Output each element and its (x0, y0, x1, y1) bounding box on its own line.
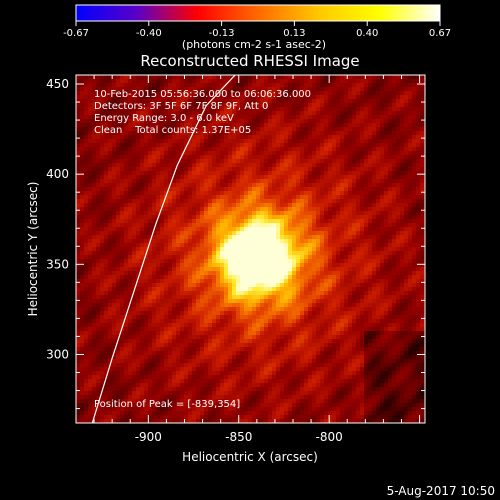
y-axis-label: Heliocentric Y (arcsec) (26, 182, 40, 317)
chart-title: Reconstructed RHESSI Image (140, 52, 359, 70)
y-tick-label: 400 (46, 167, 69, 181)
x-tick-label: -900 (135, 430, 162, 444)
x-tick-label: -800 (316, 430, 343, 444)
heatmap-image (76, 75, 425, 423)
y-tick-label: 450 (46, 77, 69, 91)
plot-frame (75, 74, 426, 424)
colorbar-tick-label: 0.67 (429, 28, 451, 39)
image-info-energy: Energy Range: 3.0 - 6.0 keV (94, 113, 234, 124)
colorbar-ticks: -0.67 -0.40 -0.13 0.13 0.40 0.67 (63, 21, 451, 39)
axis-ticks: -900 -850 -800 300 350 400 450 (46, 75, 425, 444)
colorbar-tick-label: 0.40 (356, 28, 378, 39)
image-info-clean: Clean Total counts: 1.37E+05 (94, 125, 251, 136)
colorbar-tick-label: -0.13 (209, 28, 235, 39)
peak-position-annotation: Position of Peak = [-839,354] (94, 399, 240, 410)
y-tick-label: 350 (46, 257, 69, 271)
x-tick-label: -850 (225, 430, 252, 444)
solar-limb-curve (91, 75, 236, 423)
colorbar (75, 4, 441, 22)
colorbar-tick-label: -0.67 (63, 28, 89, 39)
image-info-time: 10-Feb-2015 05:56:36.000 to 06:06:36.000 (94, 89, 311, 100)
colorbar-label: (photons cm-2 s-1 asec-2) (182, 38, 326, 51)
x-axis-label: Heliocentric X (arcsec) (182, 450, 318, 464)
footer-date: 5-Aug-2017 10:50 (387, 484, 495, 498)
image-info-annotation: 10-Feb-2015 05:56:36.000 to 06:06:36.000… (94, 89, 311, 136)
colorbar-tick-label: 0.13 (283, 28, 305, 39)
colorbar-tick-label: -0.40 (136, 28, 162, 39)
y-tick-label: 300 (46, 347, 69, 361)
image-info-detectors: Detectors: 3F 5F 6F 7F 8F 9F, Att 0 (94, 101, 268, 112)
